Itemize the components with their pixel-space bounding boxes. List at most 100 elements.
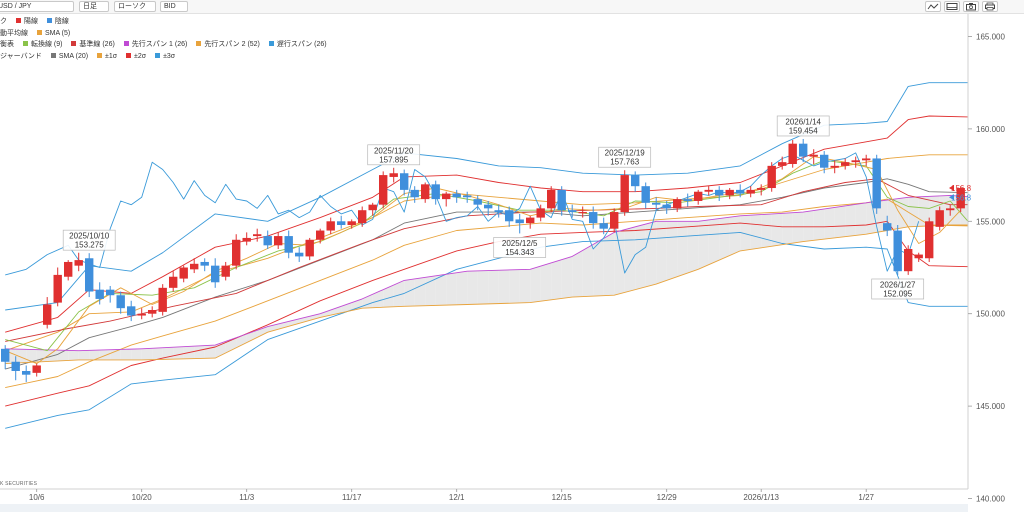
legend-item-label: 遅行スパン (26) (276, 41, 327, 49)
legend-item[interactable]: 陽線 (15, 16, 38, 28)
ichimoku-cloud-segment (141, 348, 153, 360)
legend-item[interactable]: SMA (5) (36, 28, 71, 40)
legend-item[interactable]: 陰線 (46, 16, 69, 28)
ichimoku-cloud-segment (624, 226, 636, 293)
current-price-label: 156.8 (951, 193, 972, 202)
candle-down (631, 175, 640, 187)
candle-down (211, 265, 220, 283)
candle-up (389, 173, 398, 177)
ichimoku-cloud-segment (561, 256, 573, 299)
legend-item[interactable]: 転換線 (9) (22, 39, 62, 51)
legend-title: 衡表 (0, 41, 14, 49)
candle-down (736, 189, 745, 194)
legend-item[interactable]: ±2σ (126, 51, 146, 63)
ichimoku-cloud-segment (15, 349, 27, 364)
annotation-value: 157.895 (379, 155, 408, 164)
ichimoku-cloud-segment (26, 349, 37, 363)
candle-up (232, 239, 241, 266)
legend-item-label: ±2σ (134, 52, 147, 60)
candle-up (925, 221, 934, 259)
ichimoku-cloud-segment (68, 350, 79, 361)
ichimoku-cloud-segment (89, 350, 100, 360)
legend-item[interactable]: 先行スパン 1 (26) (123, 39, 188, 51)
candle-up (74, 260, 83, 266)
x-tick-label: 10/20 (132, 493, 153, 502)
drawing-tool-button[interactable] (925, 1, 941, 12)
print-button[interactable] (982, 1, 998, 12)
annotation-date: 2025/10/10 (69, 232, 110, 241)
chart-style-select[interactable]: ローソク (114, 1, 156, 12)
navigator-strip (0, 504, 968, 512)
legend-item-label: SMA (5) (44, 29, 71, 37)
candle-up (935, 210, 944, 227)
candle-up (809, 154, 818, 157)
legend-item[interactable]: ±3σ (155, 51, 175, 63)
legend-row: 衡表 転換線 (9) 基準線 (26) 先行スパン 1 (26) 先行スパン 2… (0, 39, 400, 51)
candle-up (914, 254, 923, 259)
ichimoku-cloud-segment (635, 224, 646, 290)
trend-line-icon (927, 3, 939, 10)
legend-item[interactable]: 基準線 (26) (71, 39, 115, 51)
kijun-line (5, 178, 968, 342)
candle-up (326, 221, 335, 231)
candle-down (557, 189, 566, 211)
timeframe-select[interactable]: 日足 (79, 1, 109, 12)
candle-down (200, 261, 209, 266)
ichimoku-cloud-segment (393, 280, 405, 307)
legend-swatch (97, 52, 103, 58)
candle-up (746, 189, 755, 194)
candle-up (442, 193, 451, 200)
legend-swatch (268, 41, 274, 47)
x-tick-label: 2026/1/13 (743, 493, 779, 502)
ichimoku-cloud-segment (498, 269, 510, 304)
candle-up (32, 365, 41, 373)
candle-up (536, 208, 545, 218)
ichimoku-cloud-segment (866, 201, 877, 235)
candle-up (956, 188, 965, 209)
candle-down (872, 158, 881, 209)
legend-item-label: 先行スパン 2 (52) (204, 41, 260, 49)
ichimoku-cloud-segment (719, 217, 730, 261)
candle-up (830, 165, 839, 168)
ichimoku-cloud-segment (120, 349, 132, 360)
candle-down (22, 370, 31, 375)
candle-down (400, 173, 409, 190)
camera-icon (966, 3, 976, 11)
candle-up (316, 230, 325, 240)
ichimoku-cloud-segment (698, 219, 709, 270)
screenshot-area-button[interactable] (944, 1, 960, 12)
printer-icon (985, 2, 995, 11)
candle-up (169, 276, 178, 288)
ichimoku-cloud-segment (477, 270, 489, 305)
ichimoku-cloud-segment (593, 238, 604, 297)
ichimoku-cloud-segment (383, 285, 394, 308)
price-type-select[interactable]: BID (160, 1, 188, 12)
candle-down (410, 189, 419, 198)
legend-item-label: 先行スパン 1 (26) (131, 41, 188, 49)
candle-up (673, 199, 682, 209)
annotation-value: 153.275 (75, 241, 104, 250)
candle-up (274, 236, 283, 246)
legend-item[interactable]: SMA (20) (50, 51, 88, 63)
legend-row: 動平均線 SMA (5) (0, 28, 400, 40)
ichimoku-cloud-segment (540, 262, 552, 302)
legend-item[interactable]: 遅行スパン (26) (268, 39, 327, 51)
camera-button[interactable] (963, 1, 979, 12)
symbol-select[interactable]: USD / JPY (0, 1, 74, 12)
candle-up (368, 204, 377, 211)
ichimoku-cloud-segment (908, 196, 919, 227)
legend-title: 動平均線 (0, 29, 28, 37)
candle-up (158, 287, 167, 312)
ichimoku-cloud-segment (330, 306, 342, 316)
legend-item[interactable]: 先行スパン 2 (52) (196, 39, 260, 51)
legend-row: ク 陽線 陰線 (0, 16, 400, 28)
legend-swatch (22, 41, 28, 47)
ichimoku-cloud-segment (666, 221, 678, 281)
legend-item[interactable]: ±1σ (97, 51, 117, 63)
legend-title: ジャーバンド (0, 52, 42, 60)
annotation-box (367, 144, 421, 166)
legend-item-label: ±3σ (163, 52, 176, 60)
y-tick-label: 150.000 (976, 310, 1005, 319)
annotation-date: 2026/1/27 (880, 280, 916, 289)
